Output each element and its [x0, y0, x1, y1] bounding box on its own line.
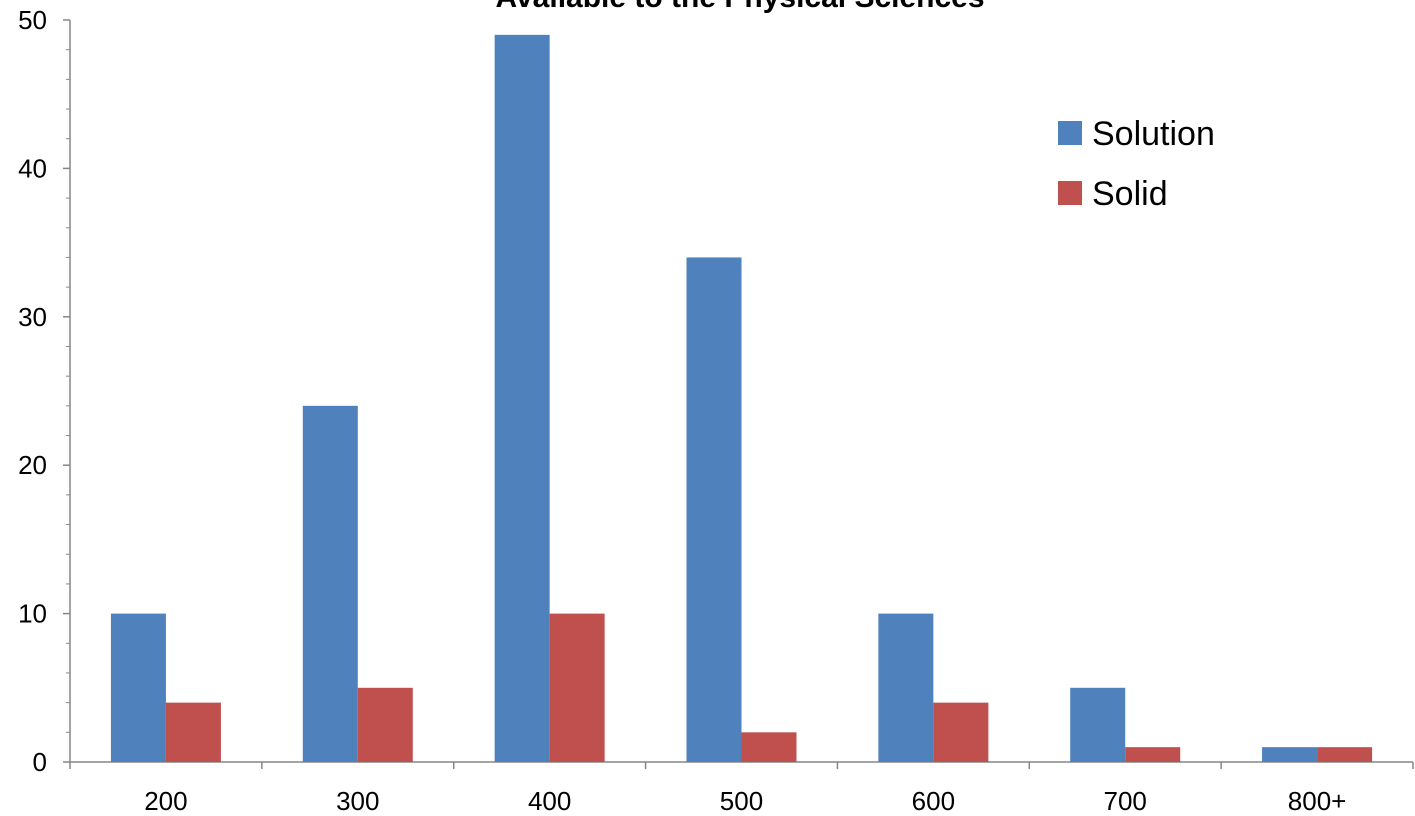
bar-solution-400 [494, 34, 550, 762]
legend-label-solid: Solid [1092, 175, 1168, 213]
bar-solid-200 [165, 702, 221, 762]
x-tick-label: 200 [144, 786, 187, 816]
bars [110, 34, 1373, 762]
bar-solid-300 [357, 687, 413, 762]
bar-solution-800plus [1262, 747, 1318, 762]
legend-swatch-solution [1058, 121, 1082, 145]
x-tick-label: 300 [336, 786, 379, 816]
y-tick-label: 30 [18, 302, 47, 332]
y-tick-label: 20 [18, 450, 47, 480]
y-tick-label: 40 [18, 153, 47, 183]
bar-solution-600 [878, 613, 934, 762]
x-tick-label: 500 [720, 786, 763, 816]
y-tick-label: 10 [18, 599, 47, 629]
y-tick-labels: 0 10 20 30 40 50 [18, 5, 47, 777]
bar-solution-500 [686, 257, 742, 762]
bar-solution-200 [110, 613, 166, 762]
x-tick-label: 800+ [1288, 786, 1347, 816]
bar-solid-500 [741, 732, 797, 762]
legend-swatch-solid [1058, 181, 1082, 205]
legend-label-solution: Solution [1092, 115, 1215, 153]
x-tick-label: 600 [912, 786, 955, 816]
legend: Solution Solid [1058, 115, 1215, 213]
bar-solid-700 [1125, 747, 1181, 762]
y-tick-label: 0 [33, 747, 47, 777]
chart-title: Available to the Physical Sciences [495, 0, 984, 14]
x-tick-label: 700 [1104, 786, 1147, 816]
bar-solid-600 [933, 702, 989, 762]
bar-solid-800plus [1317, 747, 1373, 762]
x-tick-label: 400 [528, 786, 571, 816]
x-tick-labels: 200 300 400 500 600 700 800+ [144, 786, 1346, 816]
y-tick-label: 50 [18, 5, 47, 35]
bar-solution-700 [1070, 687, 1126, 762]
bar-solution-300 [302, 405, 358, 762]
bar-solid-400 [549, 613, 605, 762]
